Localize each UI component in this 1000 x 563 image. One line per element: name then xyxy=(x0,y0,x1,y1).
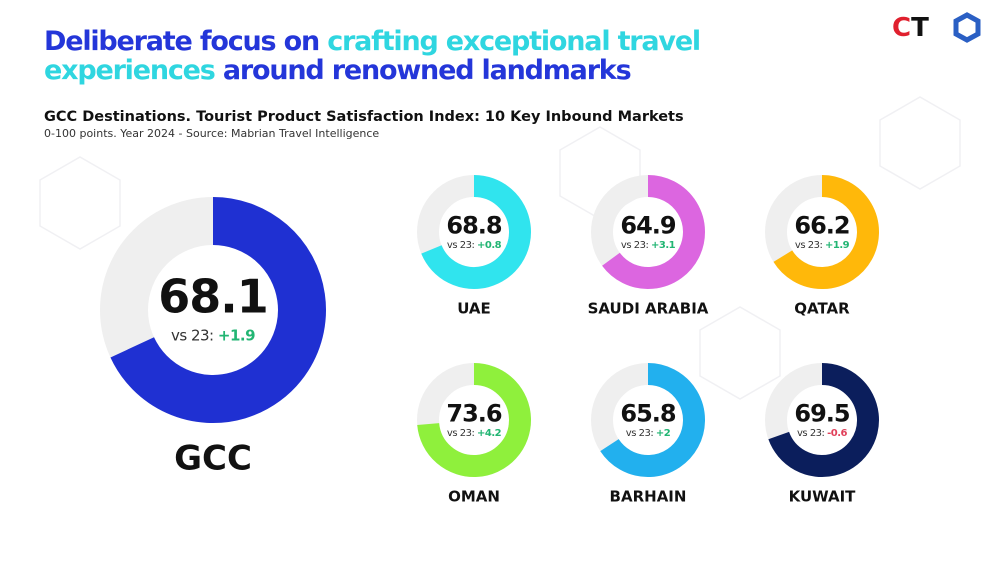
comparison-label: vs 23: xyxy=(447,428,475,439)
category-label: OMAN xyxy=(448,488,500,506)
comparison: vs 23: +0.8 xyxy=(447,240,502,251)
donut-value: 65.8 xyxy=(620,400,676,428)
donut-arc xyxy=(110,197,326,423)
donut-value: 69.5 xyxy=(794,400,850,428)
change-value: +3.1 xyxy=(651,240,676,251)
category-label: UAE xyxy=(457,300,491,318)
category-label: KUWAIT xyxy=(789,488,857,506)
logo: CT xyxy=(892,12,981,43)
comparison: vs 23: +1.9 xyxy=(171,326,255,344)
logo-letter: T xyxy=(911,13,929,43)
comparison-label: vs 23: xyxy=(447,240,475,251)
category-label: QATAR xyxy=(794,300,850,318)
category-label: SAUDI ARABIA xyxy=(588,300,709,318)
comparison-label: vs 23: xyxy=(171,326,214,344)
chart-title: GCC Destinations. Tourist Product Satisf… xyxy=(44,109,684,125)
donut-arc xyxy=(602,175,705,289)
comparison-label: vs 23: xyxy=(797,428,825,439)
change-value: +1.9 xyxy=(825,240,850,251)
donut-value: 68.8 xyxy=(446,212,502,240)
comparison: vs 23: +3.1 xyxy=(621,240,676,251)
change-value: +2 xyxy=(656,428,671,439)
logo-text: CT xyxy=(892,13,929,43)
donut-arc xyxy=(417,363,531,477)
comparison-label: vs 23: xyxy=(621,240,649,251)
donut-value: 73.6 xyxy=(446,400,502,428)
donut-value: 68.1 xyxy=(158,269,268,323)
comparison: vs 23: +2 xyxy=(626,428,671,439)
comparison-label: vs 23: xyxy=(795,240,823,251)
headline-line: Deliberate focus on crafting exceptional… xyxy=(44,26,700,57)
logo-letter: C xyxy=(892,13,911,43)
headline-line: experiences around renowned landmarks xyxy=(44,55,631,86)
donut-value: 66.2 xyxy=(794,212,849,240)
change-value: +1.9 xyxy=(218,326,255,344)
headline-segment: experiences xyxy=(44,55,223,86)
change-value: -0.6 xyxy=(827,428,847,439)
category-label: BARHAIN xyxy=(610,488,687,506)
change-value: +0.8 xyxy=(477,240,502,251)
comparison: vs 23: +1.9 xyxy=(795,240,850,251)
comparison-label: vs 23: xyxy=(626,428,654,439)
comparison: vs 23: -0.6 xyxy=(797,428,848,439)
donut-value: 64.9 xyxy=(620,212,676,240)
donut-arc xyxy=(600,363,705,477)
comparison: vs 23: +4.2 xyxy=(447,428,502,439)
donut-arc xyxy=(421,175,531,289)
headline-segment: around renowned landmarks xyxy=(223,55,631,86)
logo-icon xyxy=(953,12,981,43)
category-label: GCC xyxy=(174,439,252,479)
headline-segment: crafting exceptional travel xyxy=(327,26,700,57)
donut-arc xyxy=(768,363,879,477)
donut-arc xyxy=(773,175,879,289)
headline-segment: Deliberate focus on xyxy=(44,26,327,57)
headline: Deliberate focus on crafting exceptional… xyxy=(44,26,701,86)
change-value: +4.2 xyxy=(477,428,502,439)
chart-subtitle: 0-100 points. Year 2024 - Source: Mabria… xyxy=(44,127,379,140)
